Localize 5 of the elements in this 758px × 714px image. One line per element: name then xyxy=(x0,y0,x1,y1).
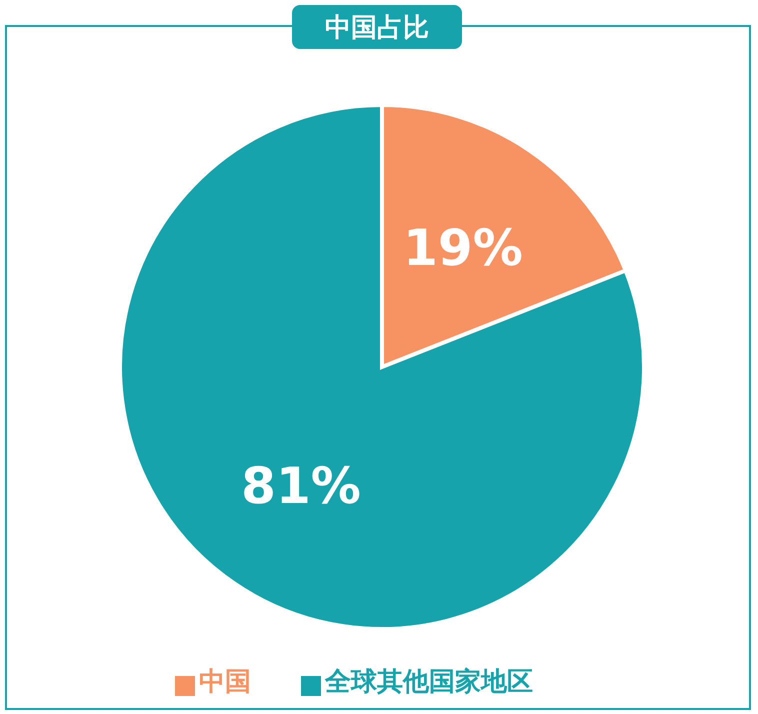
legend-label: 全球其他国家地区 xyxy=(325,667,533,697)
chart-title: 中国占比 xyxy=(292,5,462,49)
data-label: 81% xyxy=(241,457,361,516)
data-label: 19% xyxy=(403,218,523,277)
legend-label: 中国 xyxy=(199,667,251,697)
